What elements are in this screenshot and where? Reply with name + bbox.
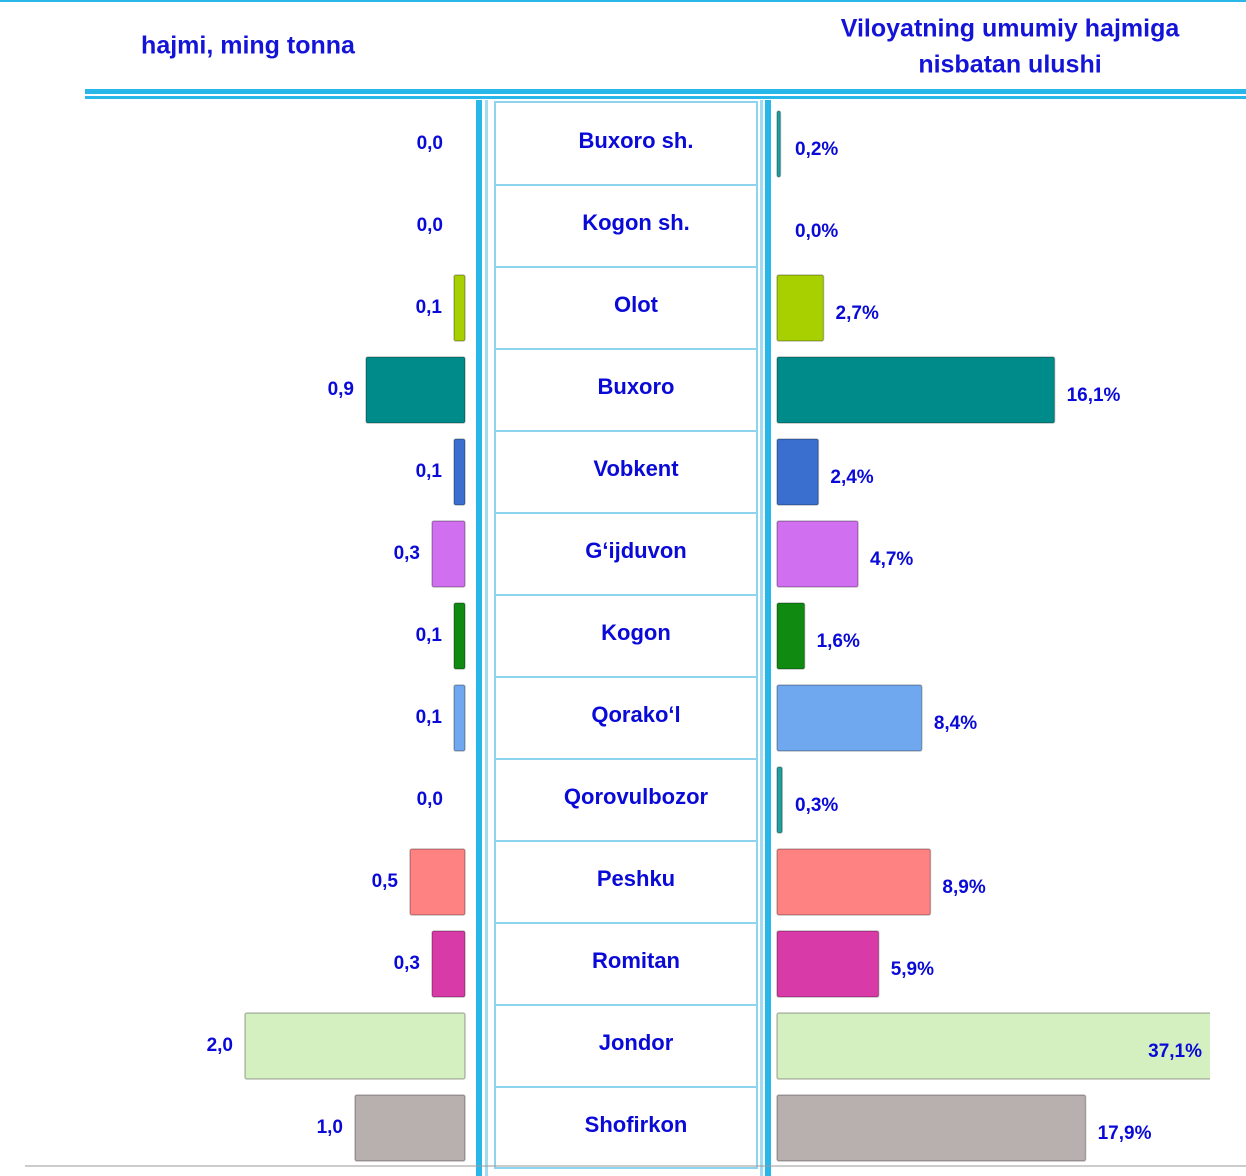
bar [244,1012,466,1080]
left-header: hajmi, ming tonna [141,32,356,60]
value-label: 1,6% [817,631,860,652]
bar [776,930,880,998]
bar [776,520,859,588]
right-header: Viloyatning umumiy hajmiga [841,15,1181,43]
category-label: Kogon sh. [582,210,690,235]
value-label: 0,1 [416,461,443,482]
value-label: 0,9 [328,379,354,400]
header-rule [85,96,1246,99]
divider [485,100,488,1176]
category-label: Buxoro [598,374,675,399]
category-label: Jondor [599,1030,674,1055]
value-label: 0,0 [417,215,443,236]
bar [776,766,783,834]
bar [776,1012,1210,1080]
category-label: G‘ijduvon [585,538,686,563]
category-label: Qorovulbozor [564,784,709,809]
value-label: 0,1 [416,707,443,728]
bar [776,438,820,506]
value-label: 5,9% [891,959,934,980]
value-label: 0,0 [417,133,443,154]
bar [776,110,782,178]
bar [354,1094,466,1162]
category-label: Vobkent [593,456,679,481]
value-label: 17,9% [1098,1123,1152,1144]
divider [765,100,771,1176]
value-label: 4,7% [870,549,913,570]
value-label: 16,1% [1067,385,1121,406]
bar [453,438,466,506]
bar [776,602,806,670]
category-label: Peshku [597,866,675,891]
category-label: Romitan [592,948,680,973]
bar [776,1094,1087,1162]
value-label: 0,1 [416,625,443,646]
value-label: 0,3 [394,953,420,974]
value-label: 1,0 [317,1117,343,1138]
value-label: 0,3% [795,795,838,816]
bar [453,274,466,342]
category-label: Qorako‘l [591,702,680,727]
category-label: Shofirkon [585,1112,688,1137]
share-bars [776,110,1210,1162]
category-box [494,101,758,1169]
bar [431,520,466,588]
value-label: 0,5 [372,871,399,892]
value-label: 8,4% [934,713,977,734]
right-header: nisbatan ulushi [918,51,1101,79]
bar [776,274,825,342]
value-label: 2,0 [207,1035,233,1056]
value-label: 0,2% [795,139,838,160]
value-label: 2,7% [836,303,879,324]
bar [453,684,466,752]
bar [776,356,1056,424]
bar [409,848,466,916]
divider [476,100,482,1176]
bars [244,274,466,1162]
value-label: 37,1% [1148,1041,1202,1062]
value-label: 0,0 [417,789,443,810]
category-label: Olot [614,292,659,317]
value-label: 0,3 [394,543,420,564]
value-label: 0,0% [795,221,838,242]
divider [760,100,763,1176]
bar [453,602,466,670]
bar [776,684,923,752]
header-rule [85,89,1246,94]
value-label: 2,4% [830,467,873,488]
value-label: 0,1 [416,297,443,318]
value-label: 8,9% [942,877,985,898]
bar [776,848,932,916]
bar [431,930,466,998]
bar [365,356,466,424]
category-label: Buxoro sh. [579,128,694,153]
category-label: Kogon [601,620,671,645]
